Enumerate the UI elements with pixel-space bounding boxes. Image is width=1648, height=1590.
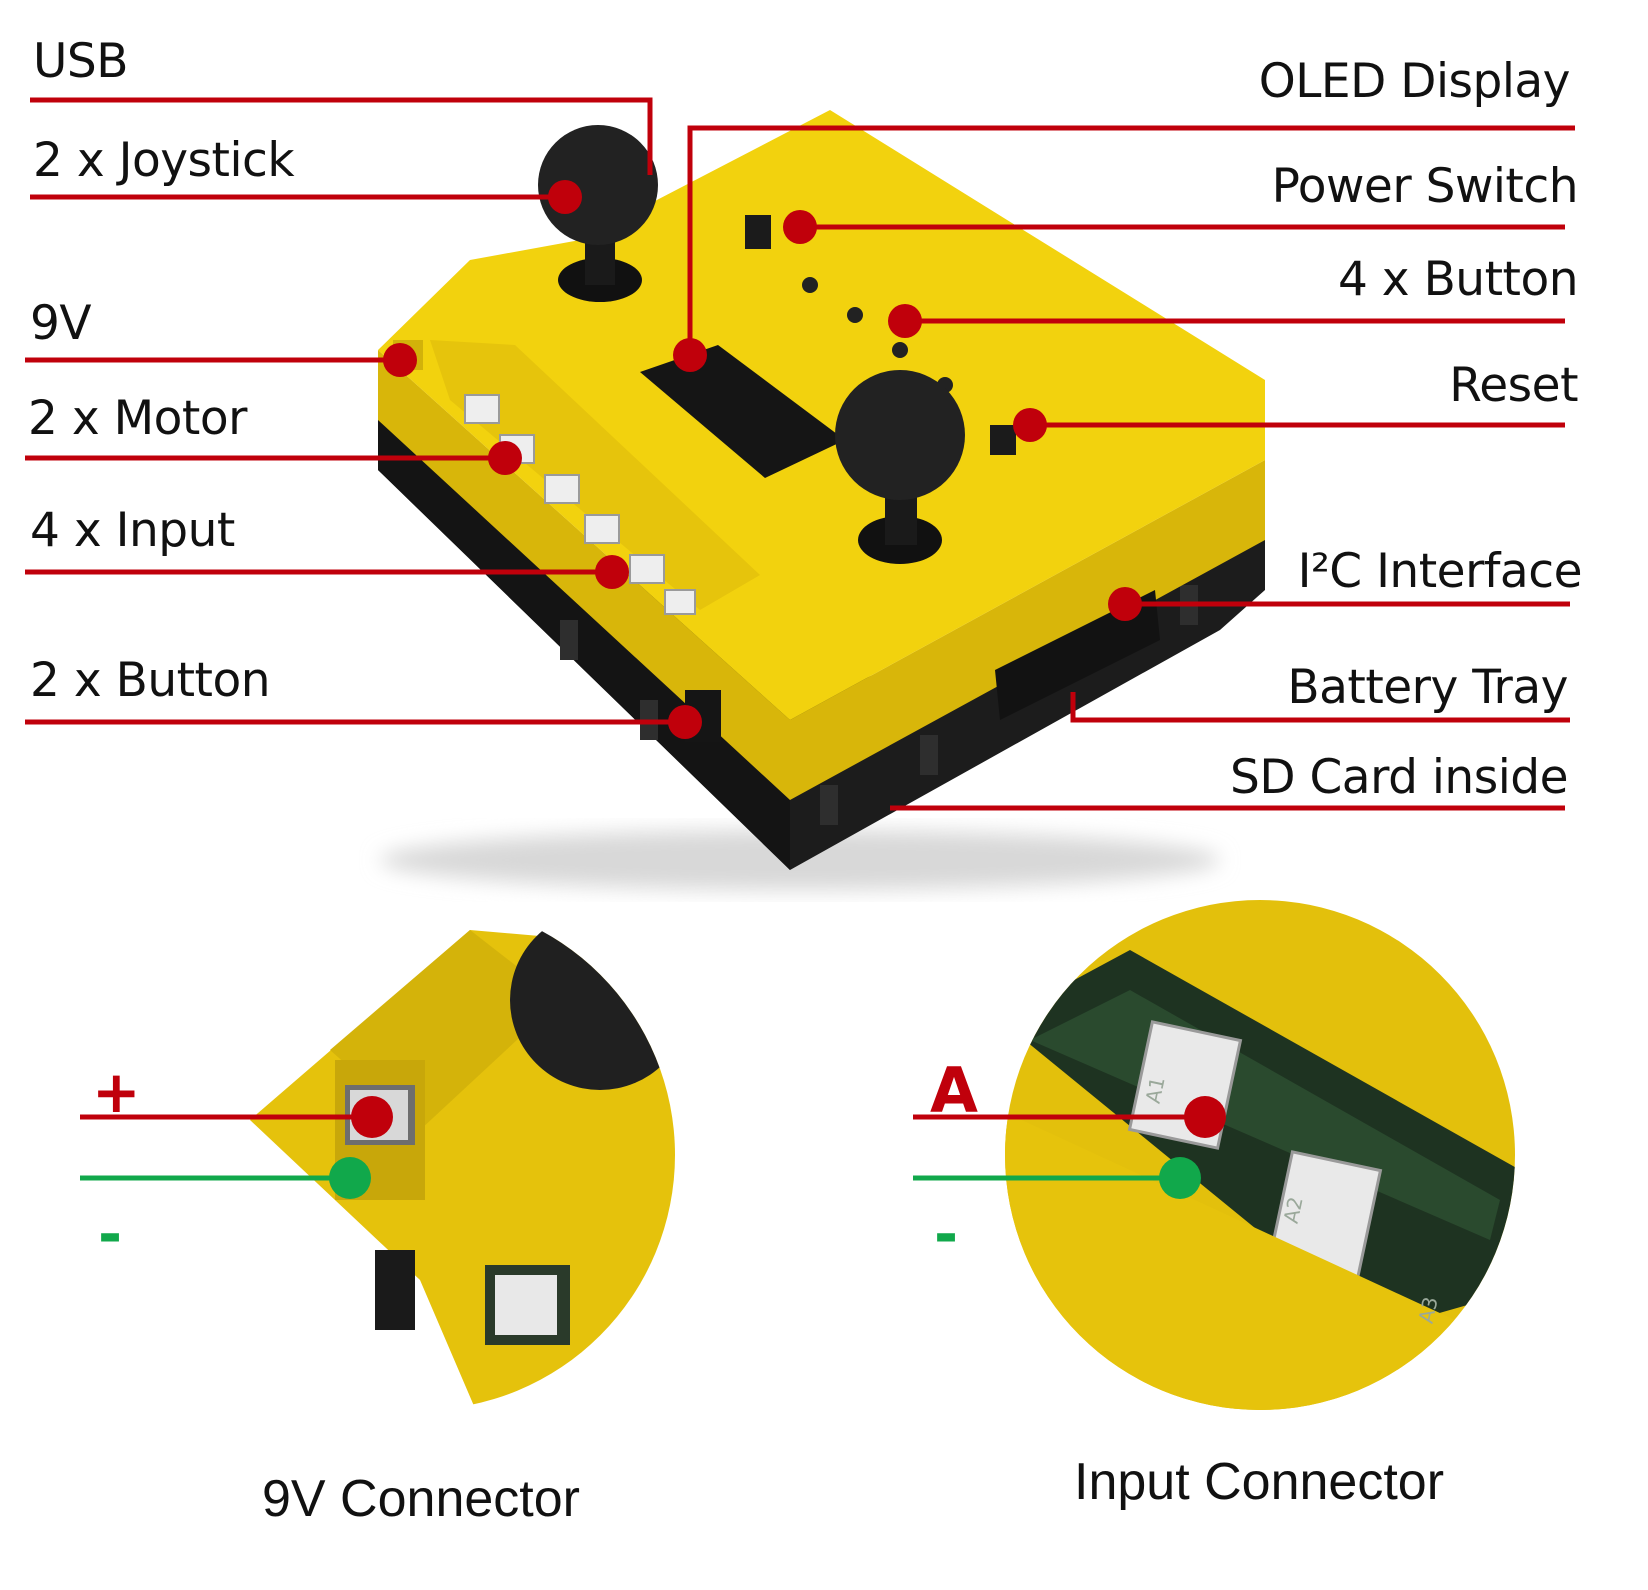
controller-device bbox=[378, 110, 1265, 890]
oled-callout-line bbox=[687, 125, 1575, 355]
label-9v: 9V bbox=[30, 296, 92, 351]
button4-dot bbox=[888, 304, 922, 338]
caption-input-connector: Input Connector bbox=[1074, 1453, 1445, 1511]
i2c-dot bbox=[1108, 587, 1142, 621]
input-a-symbol: A bbox=[930, 1054, 978, 1127]
9v-plus-symbol: + bbox=[92, 1058, 141, 1126]
input-minus-symbol: - bbox=[934, 1200, 959, 1268]
label-power: Power Switch bbox=[1271, 159, 1579, 214]
battery-callout-line bbox=[1070, 692, 1570, 723]
label-oled: OLED Display bbox=[1258, 54, 1571, 109]
label-input: 4 x Input bbox=[30, 503, 235, 558]
label-reset: Reset bbox=[1449, 358, 1578, 413]
label-usb: USB bbox=[33, 34, 128, 89]
input-dot bbox=[595, 555, 629, 589]
reset-dot bbox=[1013, 408, 1047, 442]
label-battery: Battery Tray bbox=[1287, 660, 1568, 715]
button2-dot bbox=[668, 705, 702, 739]
port-label-a3: A3 bbox=[1413, 1294, 1443, 1326]
oled-dot bbox=[673, 338, 707, 372]
input-a-dot bbox=[1184, 1096, 1226, 1138]
joystick-dot bbox=[548, 180, 582, 214]
label-sd: SD Card inside bbox=[1230, 750, 1569, 805]
label-button2: 2 x Button bbox=[30, 653, 271, 708]
power-dot bbox=[783, 210, 817, 244]
detail-9v-image bbox=[165, 900, 675, 1410]
usb-callout-line bbox=[30, 97, 653, 175]
label-i2c: I²C Interface bbox=[1297, 544, 1583, 599]
label-motor: 2 x Motor bbox=[28, 391, 247, 446]
port-label-a2: A2 bbox=[1278, 1194, 1308, 1226]
port-label-a1: A1 bbox=[1140, 1074, 1170, 1106]
9v-minus-symbol: - bbox=[98, 1200, 123, 1268]
label-button4: 4 x Button bbox=[1337, 252, 1579, 307]
detail-input-image bbox=[1005, 900, 1515, 1410]
label-joystick: 2 x Joystick bbox=[33, 133, 295, 188]
motor-dot bbox=[488, 441, 522, 475]
caption-9v-connector: 9V Connector bbox=[262, 1470, 580, 1528]
9v-dot bbox=[383, 343, 417, 377]
9v-plus-dot bbox=[351, 1096, 393, 1138]
input-minus-dot bbox=[1159, 1157, 1201, 1199]
9v-minus-dot bbox=[329, 1157, 371, 1199]
